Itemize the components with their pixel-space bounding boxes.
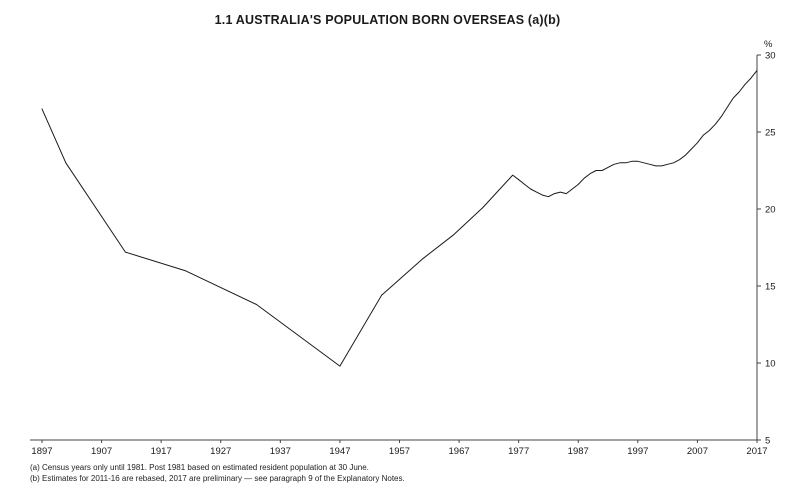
x-tick-label: 1897 xyxy=(31,446,52,457)
y-tick-label: 10 xyxy=(765,359,776,370)
x-tick-label: 1927 xyxy=(210,446,231,457)
y-tick-label: 5 xyxy=(765,436,770,447)
x-tick-label: 1977 xyxy=(508,446,529,457)
y-axis-unit-label: % xyxy=(764,39,773,50)
x-tick-label: 2007 xyxy=(687,446,708,457)
y-tick-label: 15 xyxy=(765,282,776,293)
x-tick-label: 2017 xyxy=(746,446,767,457)
y-tick-label: 25 xyxy=(765,128,776,139)
footnote-b: (b) Estimates for 2011-16 are rebased, 2… xyxy=(30,474,405,483)
data-line-population-born-overseas xyxy=(41,69,758,367)
footnotes: (a) Census years only until 1981. Post 1… xyxy=(30,462,405,484)
x-tick-label: 1947 xyxy=(329,446,350,457)
x-tick-label: 1967 xyxy=(449,446,470,457)
y-tick-label: 20 xyxy=(765,205,776,216)
x-tick-label: 1937 xyxy=(270,446,291,457)
y-tick-label: 30 xyxy=(765,51,776,62)
footnote-a: (a) Census years only until 1981. Post 1… xyxy=(30,463,369,472)
x-tick-label: 1987 xyxy=(568,446,589,457)
x-tick-label: 1907 xyxy=(91,446,112,457)
x-tick-label: 1917 xyxy=(151,446,172,457)
chart-title: 1.1 AUSTRALIA'S POPULATION BORN OVERSEAS… xyxy=(214,13,561,27)
x-tick-label: 1957 xyxy=(389,446,410,457)
x-tick-label: 1997 xyxy=(627,446,648,457)
